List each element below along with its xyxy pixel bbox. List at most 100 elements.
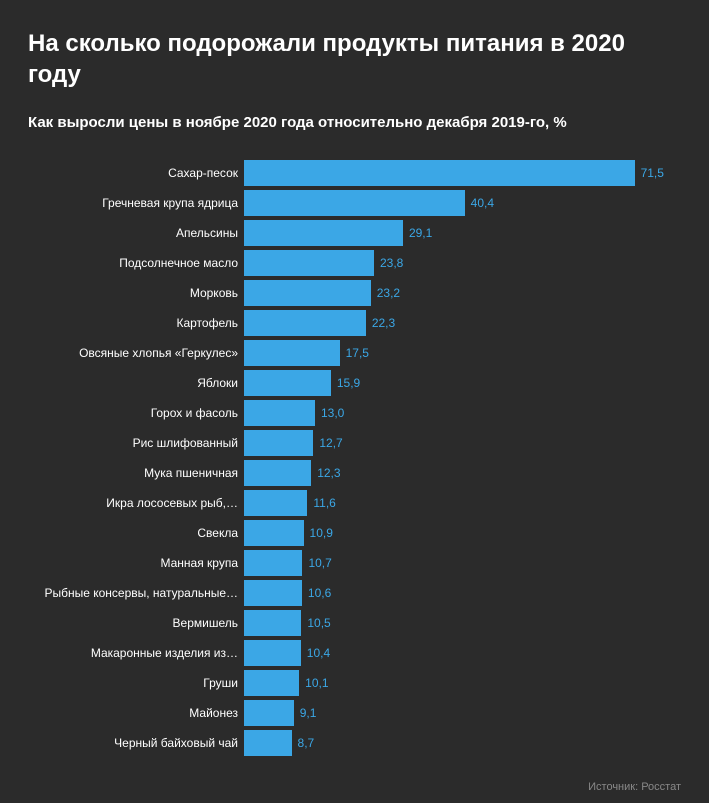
bar (244, 310, 366, 336)
bar-label: Груши (28, 676, 244, 690)
bar (244, 550, 302, 576)
bar (244, 220, 403, 246)
bar (244, 460, 311, 486)
bar-area: 10,5 (244, 609, 681, 637)
chart-row: Картофель 22,3 (28, 309, 681, 337)
bar (244, 340, 340, 366)
bar (244, 520, 304, 546)
chart-row: Апельсины29,1 (28, 219, 681, 247)
bar (244, 490, 307, 516)
chart-row: Горох и фасоль 13,0 (28, 399, 681, 427)
chart-row: Морковь 23,2 (28, 279, 681, 307)
bar-value: 10,1 (305, 676, 328, 690)
bar-area: 23,2 (244, 279, 681, 307)
bar-label: Рис шлифованный (28, 436, 244, 450)
bar-label: Сахар-песок (28, 166, 244, 180)
bar (244, 160, 635, 186)
source-text: Источник: Росстат (588, 781, 681, 793)
bar-area: 9,1 (244, 699, 681, 727)
bar-value: 17,5 (346, 346, 369, 360)
bar-label: Майонез (28, 706, 244, 720)
bar-label: Макаронные изделия из… (28, 646, 244, 660)
chart-row: Груши 10,1 (28, 669, 681, 697)
bar (244, 190, 465, 216)
bar-value: 10,4 (307, 646, 330, 660)
chart-row: Макаронные изделия из… 10,4 (28, 639, 681, 667)
bar-label: Подсолнечное масло (28, 256, 244, 270)
bar-value: 23,2 (377, 286, 400, 300)
chart-row: Подсолнечное масло 23,8 (28, 249, 681, 277)
bar-value: 8,7 (298, 736, 315, 750)
chart-row: Свекла 10,9 (28, 519, 681, 547)
bar-area: 13,0 (244, 399, 681, 427)
bar-value: 12,3 (317, 466, 340, 480)
bar-area: 29,1 (244, 219, 681, 247)
bar (244, 400, 315, 426)
chart-row: Манная крупа10,7 (28, 549, 681, 577)
chart-row: Мука пшеничная 12,3 (28, 459, 681, 487)
bar-value: 23,8 (380, 256, 403, 270)
bar-label: Мука пшеничная (28, 466, 244, 480)
bar-area: 10,9 (244, 519, 681, 547)
bar-label: Рыбные консервы, натуральные… (28, 586, 244, 600)
bar-value: 15,9 (337, 376, 360, 390)
bar-area: 71,5 (244, 159, 681, 187)
bar-value: 12,7 (319, 436, 342, 450)
bar-value: 40,4 (471, 196, 494, 210)
bar (244, 610, 301, 636)
chart-row: Икра лососевых рыб,… 11,6 (28, 489, 681, 517)
bar-label: Горох и фасоль (28, 406, 244, 420)
bar-value: 22,3 (372, 316, 395, 330)
bar-area: 10,7 (244, 549, 681, 577)
chart-title: На сколько подорожали продукты питания в… (28, 28, 681, 90)
chart-row: Сахар-песок 71,5 (28, 159, 681, 187)
bar-value: 10,9 (310, 526, 333, 540)
bar (244, 580, 302, 606)
bar-area: 17,5 (244, 339, 681, 367)
chart-row: Рыбные консервы, натуральные… 10,6 (28, 579, 681, 607)
bar-label: Картофель (28, 316, 244, 330)
chart-row: Гречневая крупа ядрица 40,4 (28, 189, 681, 217)
chart-row: Майонез 9,1 (28, 699, 681, 727)
bar-label: Свекла (28, 526, 244, 540)
bar (244, 730, 292, 756)
bar-label: Яблоки (28, 376, 244, 390)
bar (244, 370, 331, 396)
bar-area: 12,7 (244, 429, 681, 457)
bar-label: Манная крупа (28, 556, 244, 570)
bar (244, 430, 313, 456)
bar (244, 280, 371, 306)
bar-value: 11,6 (313, 496, 335, 510)
chart-row: Черный байховый чай 8,7 (28, 729, 681, 757)
bar-area: 40,4 (244, 189, 681, 217)
bar-label: Вермишель (28, 616, 244, 630)
bar (244, 640, 301, 666)
bar-area: 22,3 (244, 309, 681, 337)
bar-value: 10,5 (307, 616, 330, 630)
chart-subtitle: Как выросли цены в ноябре 2020 года отно… (28, 114, 681, 131)
bar-area: 10,1 (244, 669, 681, 697)
bar-area: 23,8 (244, 249, 681, 277)
bar-value: 9,1 (300, 706, 317, 720)
bar-value: 10,6 (308, 586, 331, 600)
bar (244, 700, 294, 726)
chart-row: Вермишель 10,5 (28, 609, 681, 637)
bar (244, 250, 374, 276)
bar-area: 15,9 (244, 369, 681, 397)
bar-label: Черный байховый чай (28, 736, 244, 750)
bar-label: Гречневая крупа ядрица (28, 196, 244, 210)
bar-area: 11,6 (244, 489, 681, 517)
bar-label: Икра лососевых рыб,… (28, 496, 244, 510)
chart-row: Рис шлифованный 12,7 (28, 429, 681, 457)
bar-area: 8,7 (244, 729, 681, 757)
bar-value: 71,5 (641, 166, 664, 180)
bar-label: Морковь (28, 286, 244, 300)
chart-row: Яблоки 15,9 (28, 369, 681, 397)
bar-value: 13,0 (321, 406, 344, 420)
bar (244, 670, 299, 696)
bar-chart: Сахар-песок 71,5 Гречневая крупа ядрица 40,… (28, 159, 681, 757)
bar-area: 10,6 (244, 579, 681, 607)
chart-row: Овсяные хлопья «Геркулес» 17,5 (28, 339, 681, 367)
bar-label: Овсяные хлопья «Геркулес» (28, 346, 244, 360)
bar-area: 12,3 (244, 459, 681, 487)
